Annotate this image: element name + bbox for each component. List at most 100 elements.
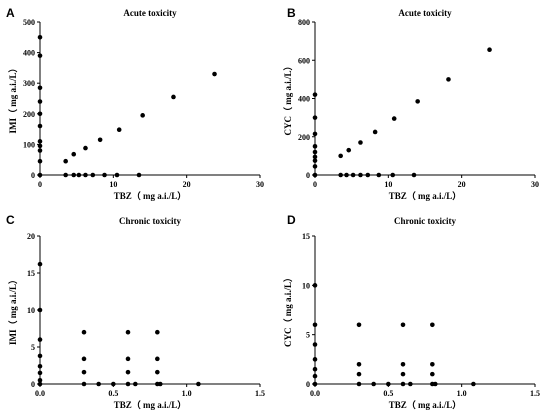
data-point xyxy=(37,85,43,91)
data-point xyxy=(312,357,318,362)
data-point xyxy=(312,158,318,163)
chart-title: Chronic toxicity xyxy=(394,216,457,226)
data-point xyxy=(37,370,43,376)
data-point xyxy=(338,153,343,159)
data-point xyxy=(432,381,438,387)
data-point xyxy=(350,172,356,178)
x-tick-label: 30 xyxy=(256,180,264,189)
data-point xyxy=(71,151,77,157)
data-point xyxy=(102,172,107,178)
data-point xyxy=(136,172,142,178)
y-tick-label: 0 xyxy=(31,171,35,180)
y-tick-label: 10 xyxy=(27,306,35,315)
data-point xyxy=(312,373,318,379)
data-point xyxy=(487,47,492,53)
data-point xyxy=(71,172,77,178)
data-point xyxy=(125,329,131,335)
x-tick-label: 0 xyxy=(38,180,42,189)
data-point xyxy=(400,371,406,377)
data-point xyxy=(63,172,68,178)
data-point xyxy=(140,113,145,118)
panel-d: D Chronic toxicity 0.0 0.5 1.0 1.5 0 5 10 15 TBZ（ … xyxy=(283,213,540,410)
y-tick-label: 400 xyxy=(298,95,310,104)
data-point xyxy=(196,381,201,387)
x-tick-label: 1.0 xyxy=(457,389,467,398)
data-point xyxy=(376,172,382,178)
x-axis-label: TBZ（ mg a.i./L） xyxy=(389,191,462,201)
data-point xyxy=(96,381,101,387)
x-tick-label: 10 xyxy=(384,180,392,189)
data-point xyxy=(37,35,43,40)
data-point xyxy=(400,322,406,328)
data-point xyxy=(81,329,87,335)
data-point xyxy=(37,123,43,129)
data-point xyxy=(312,149,318,155)
data-point xyxy=(116,127,122,133)
data-point xyxy=(133,381,138,387)
data-point xyxy=(338,172,343,178)
y-axis-label: IMI（ mg a.i./L） xyxy=(8,63,18,133)
data-point xyxy=(37,353,43,359)
x-tick-label: 20 xyxy=(183,180,191,189)
y-tick-label: 0 xyxy=(306,171,310,180)
data-point xyxy=(400,381,406,387)
y-tick-label: 0 xyxy=(31,380,35,389)
x-tick-label: 0.0 xyxy=(35,389,45,398)
y-tick-label: 15 xyxy=(27,269,35,278)
x-tick-label: 0.0 xyxy=(310,389,320,398)
data-point xyxy=(390,172,396,178)
y-tick-label: 300 xyxy=(23,79,35,88)
data-point xyxy=(37,381,43,387)
data-point xyxy=(90,172,96,178)
x-axis-label: TBZ（ mg a.i./L） xyxy=(389,400,462,410)
data-point xyxy=(37,337,43,342)
y-tick-label: 0 xyxy=(306,380,310,389)
data-point xyxy=(430,371,435,377)
data-point xyxy=(171,94,176,100)
data-point xyxy=(83,145,88,151)
x-axis-label: TBZ（ mg a.i./L） xyxy=(114,400,187,410)
y-tick-label: 10 xyxy=(302,281,310,290)
data-point xyxy=(155,356,160,362)
x-tick-label: 1.0 xyxy=(182,389,192,398)
data-point xyxy=(125,356,131,362)
y-tick-label: 15 xyxy=(302,232,310,241)
data-point xyxy=(37,99,43,104)
data-point xyxy=(386,381,391,387)
x-tick-label: 1.5 xyxy=(530,389,540,398)
y-tick-label: 200 xyxy=(23,110,35,119)
y-tick-label: 5 xyxy=(306,331,310,340)
y-axis-label: CYC（ mg a.i./L） xyxy=(283,62,293,136)
panel-letter: B xyxy=(287,6,296,20)
x-tick-label: 20 xyxy=(458,180,466,189)
data-point xyxy=(37,139,43,144)
data-point xyxy=(365,172,371,178)
data-point xyxy=(37,261,43,267)
data-point xyxy=(111,381,116,387)
data-point xyxy=(37,363,43,369)
y-tick-label: 20 xyxy=(27,232,35,241)
data-point xyxy=(312,322,318,328)
y-axis-label: CYC（ mg a.i./L） xyxy=(283,273,293,347)
data-point xyxy=(37,53,43,58)
y-tick-label: 500 xyxy=(23,18,35,27)
data-point xyxy=(372,129,378,135)
data-point xyxy=(312,366,318,372)
panel-c: C Chronic toxicity 0.0 0.5 1.0 1.5 0 5 10 15 20 TBZ… xyxy=(6,213,265,410)
data-point xyxy=(312,164,318,169)
data-point xyxy=(37,172,43,178)
y-tick-label: 200 xyxy=(298,133,310,142)
data-point xyxy=(312,131,318,137)
data-point xyxy=(356,361,362,367)
y-tick-label: 600 xyxy=(298,56,310,65)
data-point xyxy=(81,381,87,387)
y-tick-label: 800 xyxy=(298,18,310,27)
data-point xyxy=(155,369,160,375)
data-point xyxy=(114,172,120,178)
data-point xyxy=(312,154,318,160)
data-point xyxy=(312,283,318,288)
panel-letter: C xyxy=(6,213,15,227)
data-point xyxy=(37,378,43,383)
